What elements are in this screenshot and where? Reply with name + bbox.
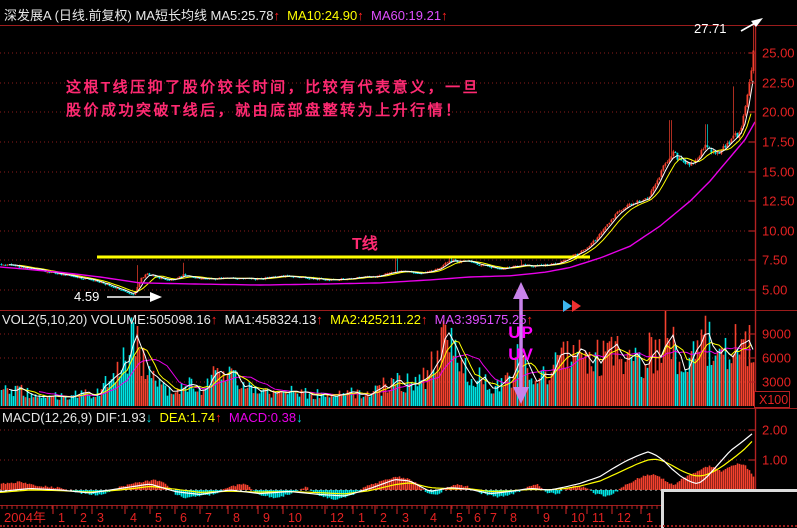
main-hdr-seg-0: 深发展A (日线.前复权) MA短长均线 MA5:25.78 <box>4 8 274 23</box>
month-label: 10 <box>288 511 302 525</box>
month-label: 2 <box>380 511 387 525</box>
macd-indicator-header[interactable]: MACD(12,26,9) DIF:1.93↓ DEA:1.74↑ MACD:0… <box>2 410 303 425</box>
month-label: 6 <box>180 511 187 525</box>
axes-frame: 25.00 22.50 20.00 17.50 15.00 12.50 10.00 7.50 5… <box>0 25 797 506</box>
macd-hdr-seg-0: MACD(12,26,9) DIF:1.93 <box>2 410 146 425</box>
macd-hdr-seg-4: MACD:0.38 <box>221 410 297 425</box>
window-bottom-border <box>0 525 797 527</box>
volume-unit-box <box>754 391 790 408</box>
price-axis-label: 12.50 <box>762 194 795 209</box>
year-label: 2004年 <box>4 510 46 525</box>
price-axis-label: 22.50 <box>762 76 795 91</box>
price-axis-label: 5.00 <box>762 283 787 298</box>
month-label: 1 <box>58 511 65 525</box>
annotation-line2: 股价成功突破T线后，就由底部盘整转为上升行情！ <box>66 102 463 119</box>
month-label: 9 <box>543 511 550 525</box>
main-hdr-seg-3: ↑ <box>357 8 364 23</box>
month-label: 11 <box>592 511 605 525</box>
price-axis-label: 17.50 <box>762 135 795 150</box>
uv-label: UV <box>508 345 534 364</box>
month-label: 4 <box>130 511 137 525</box>
vol-hdr-seg-7: ↑ <box>526 312 533 327</box>
month-label: 2 <box>80 511 87 525</box>
candlestick-series <box>0 21 755 296</box>
main-hdr-seg-5: ↑ <box>441 8 448 23</box>
macd-hdr-seg-5: ↓ <box>296 410 303 425</box>
month-label: 7 <box>490 511 497 525</box>
month-label: 7 <box>205 511 212 525</box>
month-label: 5 <box>155 511 162 525</box>
t-line <box>97 255 590 259</box>
vol-hdr-seg-5: ↑ <box>420 312 428 327</box>
vol-ma20-line <box>38 347 751 398</box>
month-label: 1 <box>358 511 365 525</box>
ma5-line <box>8 80 754 294</box>
macd-axis-label: 2.00 <box>762 423 787 438</box>
vol-hdr-seg-3: ↑ <box>316 312 323 327</box>
dea-line <box>0 440 753 495</box>
price-axis-label: 20.00 <box>762 105 795 120</box>
volume-indicator-header[interactable]: VOL2(5,10,20) VOLUME:505098.16↑ MA1:4583… <box>2 312 533 327</box>
macd-lines <box>0 433 753 497</box>
price-axis-label: 7.50 <box>762 253 787 268</box>
ma10-line <box>18 113 752 293</box>
month-label: 3 <box>97 511 104 525</box>
month-label: 12 <box>330 511 344 525</box>
volume-ma-lines <box>8 331 754 398</box>
main-indicator-header[interactable]: 深发展A (日线.前复权) MA短长均线 MA5:25.78↑ MA10:24.… <box>4 5 448 24</box>
macd-histogram <box>0 463 755 500</box>
month-label: 8 <box>510 511 517 525</box>
vol-ma5-line <box>8 331 754 398</box>
volume-axis-label: 9000 <box>762 327 791 342</box>
macd-hdr-seg-1: ↓ <box>145 410 153 425</box>
ma-lines <box>0 80 756 294</box>
price-low-label: 4.59 <box>74 289 100 304</box>
vol-hdr-seg-1: ↑ <box>210 312 218 327</box>
price-axis-label: 25.00 <box>762 46 795 61</box>
volume-axis-label: 6000 <box>762 351 791 366</box>
price-high-label: 27.71 <box>694 21 727 36</box>
ma60-line <box>0 121 756 286</box>
month-label: 9 <box>263 511 270 525</box>
main-hdr-seg-4: MA60:19.21 <box>363 8 442 23</box>
tline-label: T线 <box>352 236 378 253</box>
month-label: 5 <box>456 511 463 525</box>
main-hdr-seg-1: ↑ <box>273 8 280 23</box>
month-label: 1 <box>646 511 653 525</box>
up-label: UP <box>508 323 534 342</box>
month-label: 6 <box>474 511 481 525</box>
macd-hdr-seg-3: ↑ <box>215 410 222 425</box>
month-label: 8 <box>233 511 240 525</box>
month-label: 12 <box>617 511 631 525</box>
vol-hdr-seg-0: VOL2(5,10,20) VOLUME:505098.16 <box>2 312 211 327</box>
annotation-text: 这根T线压抑了股价较长时间，比较有代表意义，一旦 股价成功突破T线后，就由底部盘… <box>66 76 480 122</box>
month-label: 4 <box>430 511 437 525</box>
marker-red-play-icon[interactable] <box>572 300 581 312</box>
price-axis-label: 10.00 <box>762 224 795 239</box>
macd-axis-label: 1.00 <box>762 453 787 468</box>
volume-unit-label: X100 <box>759 393 788 407</box>
vol-hdr-seg-2: MA1:458324.13 <box>217 312 317 327</box>
dif-line <box>0 433 753 497</box>
annotation-arrows <box>107 18 763 404</box>
main-hdr-seg-2: MA10:24.90 <box>279 8 358 23</box>
vol-hdr-seg-6: MA3:395175.25 <box>427 312 527 327</box>
popup-window[interactable] <box>661 489 797 528</box>
price-axis-label: 15.00 <box>762 165 795 180</box>
marker-blue-play-icon[interactable] <box>563 300 572 312</box>
volume-axis-label: 3000 <box>762 375 791 390</box>
macd-hdr-seg-2: DEA:1.74 <box>152 410 216 425</box>
vol-ma10-line <box>18 340 752 398</box>
volume-bars <box>0 310 755 406</box>
month-label: 10 <box>571 511 585 525</box>
annotation-line1: 这根T线压抑了股价较长时间，比较有代表意义，一旦 <box>66 79 481 96</box>
time-axis: 2004年 1 2 3 4 5 6 7 8 9 10 12 1 2 3 4 5 6 7 8 9 10 11 12 1 <box>1 505 753 525</box>
month-label: 3 <box>402 511 409 525</box>
up-uv-label: UP UV <box>503 322 539 366</box>
vol-hdr-seg-4: MA2:425211.22 <box>322 312 421 327</box>
